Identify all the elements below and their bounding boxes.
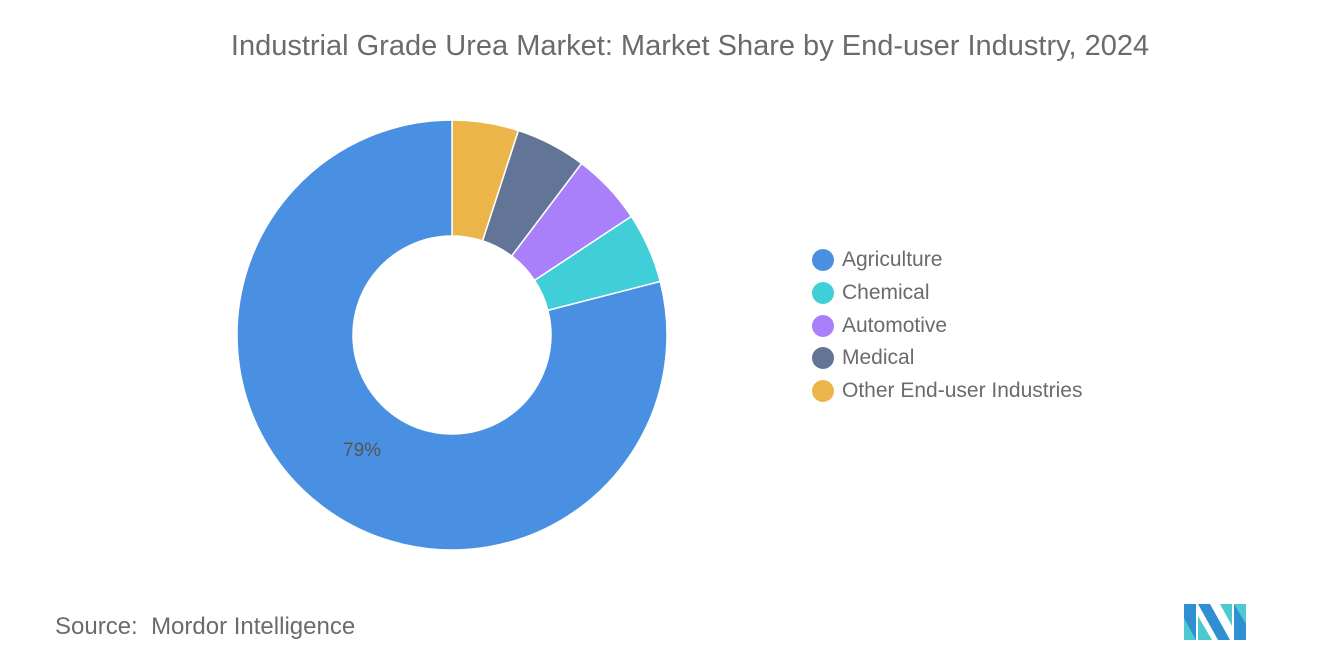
legend-item: Agriculture <box>812 244 1082 277</box>
legend: Agriculture Chemical Automotive Medical Othe… <box>812 244 1082 407</box>
source-value: Mordor Intelligence <box>151 613 356 640</box>
mordor-logo <box>1184 604 1246 640</box>
legend-swatch <box>812 380 834 403</box>
data-label: 79% <box>343 440 381 461</box>
legend-item: Automotive <box>812 309 1082 342</box>
chart-title: Industrial Grade Urea Market: Market Sha… <box>230 30 1150 62</box>
legend-swatch <box>812 249 834 272</box>
source-note: Source: Mordor Intelligence <box>55 613 355 641</box>
legend-swatch <box>812 282 834 305</box>
legend-item: Other End-user Industries <box>812 375 1082 408</box>
legend-label: Other End-user Industries <box>842 379 1083 403</box>
source-label: Source: <box>55 613 138 640</box>
legend-label: Automotive <box>842 313 948 337</box>
legend-label: Chemical <box>842 281 930 305</box>
legend-item: Medical <box>812 342 1082 375</box>
legend-swatch <box>812 347 834 370</box>
legend-item: Chemical <box>812 277 1082 310</box>
legend-label: Agriculture <box>842 248 943 272</box>
slice-agriculture <box>236 119 668 551</box>
legend-swatch <box>812 314 834 337</box>
legend-label: Medical <box>842 346 915 370</box>
